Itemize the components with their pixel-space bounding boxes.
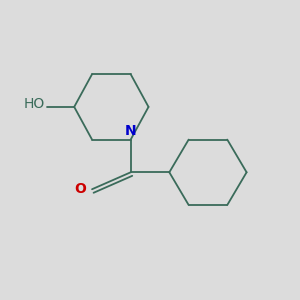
Text: HO: HO [23,97,44,111]
Text: N: N [125,124,136,138]
Text: O: O [74,182,86,196]
